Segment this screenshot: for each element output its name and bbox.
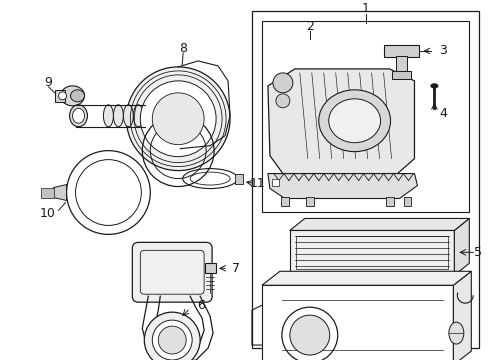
Polygon shape: [54, 185, 66, 201]
Bar: [403, 197, 410, 207]
Circle shape: [281, 307, 337, 360]
Bar: [305, 197, 313, 207]
Ellipse shape: [123, 105, 133, 127]
Ellipse shape: [328, 99, 380, 143]
Bar: [262, 285, 452, 360]
Circle shape: [144, 312, 200, 360]
Circle shape: [158, 326, 186, 354]
Ellipse shape: [430, 84, 437, 88]
Polygon shape: [262, 271, 470, 285]
Circle shape: [152, 93, 203, 145]
Text: 3: 3: [439, 44, 447, 58]
Ellipse shape: [69, 105, 87, 127]
Polygon shape: [267, 174, 417, 198]
Circle shape: [275, 94, 289, 108]
Bar: [204, 263, 216, 273]
Ellipse shape: [70, 90, 84, 102]
Ellipse shape: [103, 105, 113, 127]
Text: 4: 4: [439, 107, 447, 120]
Polygon shape: [452, 271, 470, 360]
Bar: [41, 188, 54, 198]
Bar: [295, 237, 447, 269]
Bar: [383, 45, 419, 57]
FancyBboxPatch shape: [132, 242, 212, 302]
Text: 11: 11: [249, 177, 265, 190]
Ellipse shape: [113, 105, 123, 127]
Ellipse shape: [448, 322, 463, 344]
Circle shape: [140, 81, 216, 157]
Bar: [251, 11, 478, 348]
Bar: [271, 179, 278, 185]
Text: 9: 9: [44, 76, 52, 89]
Text: 6: 6: [197, 299, 204, 312]
Circle shape: [126, 67, 229, 171]
Ellipse shape: [153, 105, 163, 127]
Ellipse shape: [143, 105, 153, 127]
Text: 2: 2: [305, 19, 313, 32]
Bar: [391, 71, 410, 79]
Bar: [395, 56, 407, 72]
Text: 8: 8: [179, 42, 187, 55]
Bar: [385, 197, 393, 207]
Text: 1: 1: [361, 1, 369, 15]
Bar: [280, 197, 288, 207]
Text: 10: 10: [40, 207, 56, 220]
Circle shape: [59, 92, 66, 100]
Text: 7: 7: [232, 262, 240, 275]
Bar: [262, 21, 468, 212]
Ellipse shape: [61, 86, 84, 106]
Polygon shape: [267, 69, 414, 174]
Circle shape: [272, 73, 292, 93]
Bar: [235, 174, 243, 184]
Polygon shape: [453, 219, 468, 275]
Ellipse shape: [163, 105, 173, 127]
Polygon shape: [289, 219, 468, 230]
Ellipse shape: [133, 105, 143, 127]
Text: 5: 5: [473, 246, 481, 259]
Circle shape: [289, 315, 329, 355]
Ellipse shape: [318, 90, 390, 152]
Ellipse shape: [72, 108, 84, 123]
Bar: [55, 90, 64, 102]
Bar: [289, 230, 453, 275]
Circle shape: [152, 320, 192, 360]
